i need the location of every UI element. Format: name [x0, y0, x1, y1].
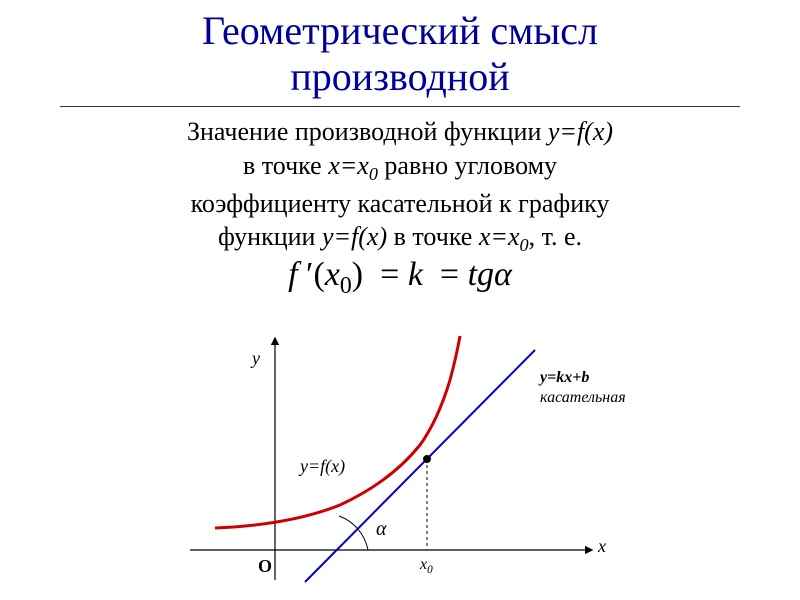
desc-l2-pre: в точке: [243, 151, 328, 180]
tangent-eqn: y=kx+b: [540, 369, 589, 386]
desc-l1-pre: Значение производной функции: [187, 117, 548, 146]
desc-l4-pt: x=x: [479, 222, 520, 251]
title-line2: производной: [290, 54, 509, 99]
title-line1: Геометрический смысл: [202, 8, 598, 53]
x0-label: x0: [420, 556, 433, 576]
desc-l4-fn: y=f(x): [322, 222, 387, 251]
tangent-descr: касательная: [540, 389, 626, 406]
desc-l2-pt: x=x: [328, 151, 369, 180]
desc-l4-pre: функции: [218, 222, 322, 251]
formula: f ′(x0) = k = tgα: [0, 256, 800, 300]
desc-l4-sub: 0: [519, 236, 528, 256]
slide-title: Геометрический смысл производной: [60, 0, 740, 107]
slide-body: Значение производной функции y=f(x) в то…: [0, 107, 800, 258]
y-axis-label: y: [252, 348, 260, 369]
x0-sub: 0: [427, 564, 433, 576]
chart: y x О y=f(x) y=kx+b касательная x0 α: [190, 340, 690, 590]
tangent-label: y=kx+b касательная: [540, 368, 626, 408]
desc-l3: коэффициенту касательной к графику: [191, 189, 610, 218]
desc-l1-fn: y=f(x): [548, 117, 613, 146]
tangent-point: [423, 455, 431, 463]
desc-l2-sub: 0: [369, 164, 378, 184]
alpha-label: α: [376, 518, 387, 541]
desc-l4-post: , т. е.: [529, 222, 582, 251]
x-axis-label: x: [598, 536, 606, 557]
origin-label: О: [258, 556, 272, 577]
curve-label: y=f(x): [300, 456, 345, 477]
desc-l2-post: равно угловому: [378, 151, 557, 180]
desc-l4-mid: в точке: [387, 222, 479, 251]
